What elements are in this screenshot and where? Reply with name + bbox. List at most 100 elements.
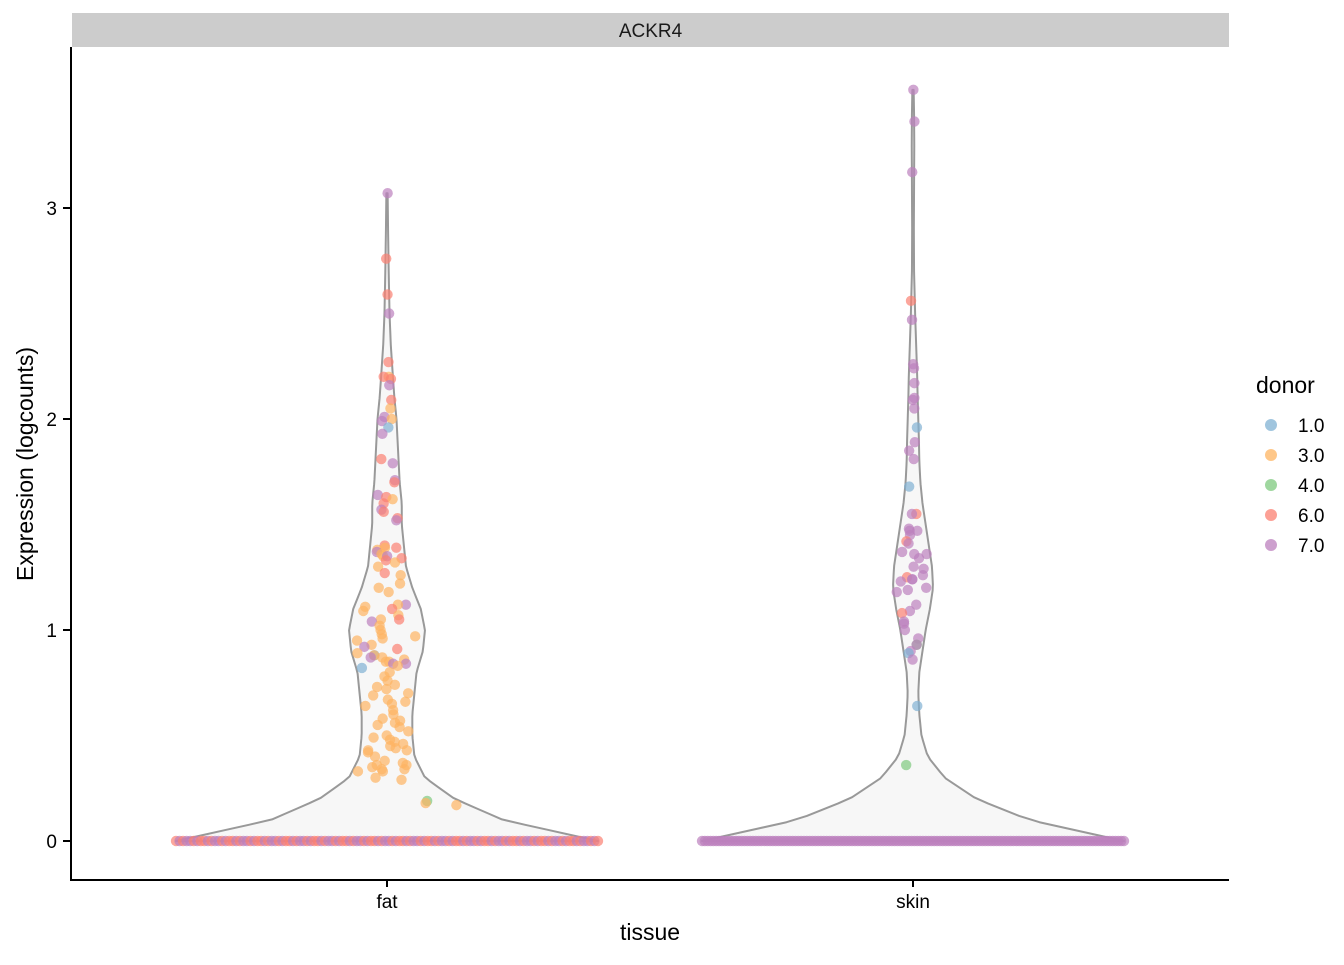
data-point (379, 567, 390, 579)
legend-key-7.0 (1265, 539, 1277, 551)
plot-area (170, 84, 1130, 847)
data-point (358, 605, 369, 617)
data-point (360, 700, 371, 712)
data-point (420, 797, 431, 809)
data-point (372, 719, 383, 731)
legend: 1.0 3.0 4.0 6.0 7.0 (1265, 416, 1324, 557)
data-point (376, 415, 388, 427)
data-point (903, 445, 915, 456)
data-point (908, 84, 919, 96)
x-tick-label: skin (896, 892, 930, 913)
data-point (356, 662, 368, 674)
data-point (377, 428, 388, 439)
data-point (920, 582, 932, 593)
data-point (908, 561, 919, 572)
data-point (391, 515, 402, 526)
data-point (906, 314, 918, 326)
data-point (403, 726, 414, 737)
data-point (392, 660, 403, 672)
x-tick-label: fat (376, 892, 398, 913)
data-point (909, 116, 920, 127)
data-point (386, 394, 397, 406)
data-point (909, 403, 920, 414)
y-tick-label: 0 (46, 832, 57, 853)
violin-group-skin (696, 84, 1130, 847)
data-point (359, 641, 370, 653)
y-tick-label: 3 (46, 199, 57, 220)
data-point (382, 289, 393, 300)
data-point (389, 477, 400, 488)
data-point (402, 688, 414, 699)
data-point (381, 253, 392, 264)
data-point (911, 422, 923, 433)
legend-key-6.0 (1265, 509, 1277, 521)
data-point (904, 605, 916, 617)
data-point (383, 308, 395, 319)
data-point (388, 709, 399, 720)
data-point (372, 489, 383, 501)
data-point (400, 658, 412, 669)
facet-strip (72, 13, 1229, 47)
x-axis-title: tissue (620, 919, 680, 945)
data-point (394, 721, 405, 733)
data-point (371, 681, 383, 693)
data-point (395, 569, 406, 581)
data-point (352, 766, 364, 777)
legend-title: donor (1256, 372, 1315, 398)
data-point (902, 584, 913, 596)
legend-label: 6.0 (1298, 506, 1324, 527)
legend-key-4.0 (1265, 479, 1277, 491)
data-point (400, 696, 411, 707)
data-point (891, 586, 902, 598)
data-point (908, 363, 920, 374)
data-point (907, 394, 919, 406)
data-point (367, 690, 379, 701)
data-point (400, 599, 412, 610)
data-point (410, 631, 421, 642)
legend-label: 1.0 (1298, 416, 1324, 437)
data-point (379, 755, 390, 767)
data-point (903, 538, 914, 549)
data-point (377, 766, 389, 777)
data-point (368, 732, 379, 743)
data-point (389, 679, 401, 691)
data-point (390, 742, 401, 754)
data-point (372, 561, 384, 572)
legend-label: 7.0 (1298, 536, 1324, 557)
data-point (377, 633, 388, 644)
data-point (392, 643, 403, 655)
data-point (907, 574, 918, 585)
data-point (909, 437, 921, 448)
data-point (383, 356, 394, 368)
data-point (913, 553, 925, 564)
data-point (378, 506, 389, 518)
data-point (911, 599, 922, 610)
data-point (381, 683, 392, 695)
data-point (896, 607, 908, 619)
data-point (907, 654, 918, 665)
data-point (909, 377, 920, 389)
data-point (367, 761, 378, 773)
data-point (895, 576, 906, 587)
data-point (380, 555, 392, 566)
data-point (396, 774, 407, 786)
data-point (921, 548, 932, 560)
data-point (366, 616, 378, 627)
data-point (399, 764, 410, 775)
facet-title: ACKR4 (619, 21, 683, 42)
data-point (900, 759, 912, 771)
legend-label: 3.0 (1298, 446, 1324, 467)
data-point (352, 648, 363, 659)
data-point (908, 453, 919, 465)
y-tick-label: 2 (46, 410, 57, 431)
data-point (370, 772, 381, 783)
data-point (386, 603, 398, 615)
data-point (917, 569, 929, 581)
data-point (907, 166, 918, 178)
data-point (384, 380, 395, 391)
data-point (896, 546, 908, 558)
data-point (351, 635, 363, 646)
data-point (394, 578, 406, 589)
